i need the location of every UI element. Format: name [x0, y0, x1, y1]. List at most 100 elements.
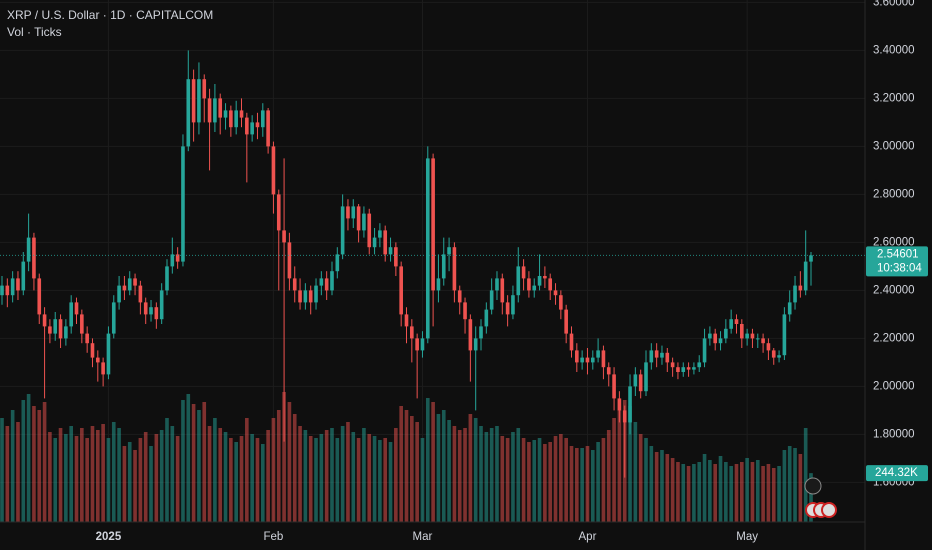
candle-body: [787, 302, 792, 315]
candle-body: [319, 278, 324, 286]
volume-bar: [271, 418, 276, 522]
volume-bar: [697, 462, 702, 522]
candle-body: [649, 350, 654, 363]
volume-bar: [191, 404, 196, 522]
candle-body: [622, 410, 627, 423]
last-price-badge: [866, 246, 928, 277]
candle-body: [676, 367, 680, 372]
volume-bar: [165, 418, 169, 522]
volume-bar: [159, 430, 164, 522]
candle-body: [431, 158, 435, 291]
volume-bar: [143, 432, 148, 522]
candle-body: [771, 350, 776, 358]
volume-bar: [436, 414, 441, 522]
candle-body: [527, 278, 531, 291]
y-tick-label: 2.60000: [873, 236, 915, 248]
candle-body: [314, 285, 318, 303]
volume-bar: [489, 428, 494, 522]
volume-bar: [378, 440, 382, 522]
candle-body: [95, 357, 100, 363]
volume-bar: [292, 414, 297, 522]
candle-body: [766, 343, 771, 351]
volume-layer: [0, 392, 813, 522]
candle-body: [378, 230, 382, 238]
candle-body: [5, 285, 10, 296]
candle-body: [713, 333, 718, 344]
candle-body: [26, 237, 31, 262]
candle-body: [143, 302, 148, 315]
chart-subtitle: Vol · Ticks: [7, 25, 62, 39]
candle-body: [21, 261, 26, 291]
candle-body: [282, 230, 286, 243]
volume-bar: [367, 434, 372, 522]
candle-body: [58, 319, 63, 339]
candle-body: [692, 367, 696, 370]
volume-bar: [26, 394, 31, 522]
volume-bar: [479, 426, 483, 522]
volume-bar: [505, 438, 510, 522]
volume-bar: [670, 458, 675, 522]
candle-body: [628, 386, 632, 423]
volume-bar: [633, 422, 638, 522]
volume-bar: [457, 430, 462, 522]
candle-body: [159, 290, 164, 320]
candle-body: [234, 110, 238, 128]
volume-bar: [111, 422, 116, 522]
volume-bar: [708, 460, 712, 522]
volume-bar: [777, 466, 781, 522]
lightning-icon[interactable]: [804, 477, 822, 495]
volume-bar: [665, 454, 670, 522]
volume-bar: [415, 422, 419, 522]
volume-badge: [866, 465, 928, 482]
candle-body: [111, 302, 116, 334]
candle-body: [245, 117, 249, 135]
candle-body: [213, 98, 217, 123]
candle-body: [803, 261, 808, 291]
volume-bar: [798, 454, 803, 522]
y-tick-label: 3.60000: [873, 0, 915, 8]
volume-bar: [569, 446, 574, 522]
candle-body: [324, 278, 329, 291]
candle-body: [42, 314, 47, 327]
candle-body: [617, 398, 622, 411]
volume-bar: [250, 434, 254, 522]
volume-bar: [42, 402, 47, 522]
candle-body: [101, 362, 105, 375]
flag-icon[interactable]: [821, 502, 837, 518]
candle-body: [122, 285, 127, 291]
volume-bar: [133, 450, 137, 522]
volume-bar: [516, 428, 521, 522]
candle-body: [186, 79, 191, 147]
candle-body: [37, 278, 42, 315]
candle-body: [0, 285, 4, 296]
volume-bar: [356, 438, 361, 522]
volume-bar: [276, 410, 281, 522]
volume-bar: [404, 410, 409, 522]
volume-bar: [559, 434, 563, 522]
volume-bar: [463, 428, 467, 522]
candle-body: [223, 110, 228, 118]
countdown: 10:38:04: [877, 262, 922, 274]
candle-body: [181, 146, 185, 262]
volume-bar: [761, 466, 765, 522]
candle-body: [32, 237, 36, 279]
candle-body: [394, 247, 398, 267]
candle-body: [543, 276, 547, 279]
volume-bar: [399, 406, 403, 522]
volume-bar: [213, 418, 217, 522]
volume-bar: [154, 434, 159, 522]
volume-bar: [724, 462, 728, 522]
volume-bar: [702, 454, 707, 522]
candle-body: [569, 333, 574, 351]
candle-body: [548, 278, 553, 291]
volume-bar: [729, 466, 733, 522]
volume-bar: [739, 462, 744, 522]
volume-bar: [755, 460, 760, 522]
volume-bar: [766, 464, 771, 522]
candle-body: [665, 352, 670, 363]
candle-body: [809, 255, 813, 262]
volume-bar: [95, 430, 100, 522]
candle-body: [441, 254, 446, 279]
bottom-icons: [804, 477, 837, 518]
